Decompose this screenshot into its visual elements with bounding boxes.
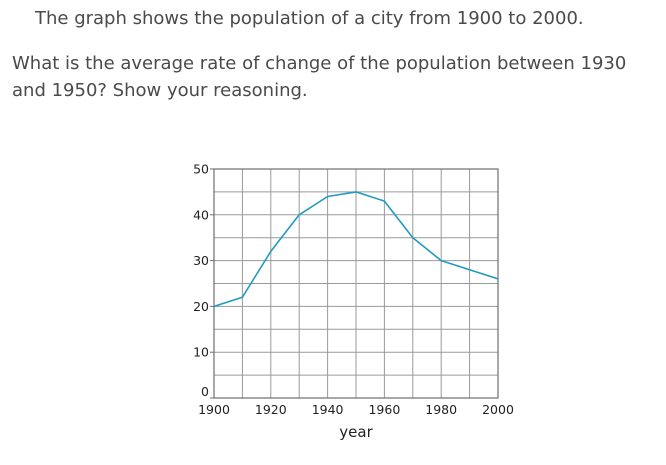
y-tick-label: 30: [193, 253, 209, 268]
question-text: What is the average rate of change of th…: [12, 53, 627, 101]
x-axis-title: year: [339, 423, 373, 441]
x-tick-label: 1940: [312, 402, 344, 417]
intro-text: The graph shows the population of a city…: [35, 8, 584, 29]
x-tick-label: 2000: [482, 402, 514, 417]
y-tick-label: 0: [201, 384, 209, 399]
y-tick-label: 40: [193, 207, 209, 222]
chart-tick-labels: 0 10 20 30 40 50 1900 1920 1940 1960 1980 2000: [193, 162, 514, 418]
y-tick-label: 20: [193, 299, 209, 314]
x-tick-label: 1920: [255, 402, 287, 417]
chart-grid: [214, 169, 498, 398]
plot-border: [213, 168, 499, 399]
y-tick-label: 50: [193, 162, 209, 177]
x-tick-label: 1980: [425, 402, 457, 417]
x-tick-label: 1960: [368, 402, 400, 417]
chart-series: [213, 191, 499, 308]
population-line: [213, 191, 499, 308]
x-tick-label: 1900: [198, 402, 230, 417]
y-tick-label: 10: [193, 345, 209, 360]
chart-frame: [210, 168, 499, 399]
